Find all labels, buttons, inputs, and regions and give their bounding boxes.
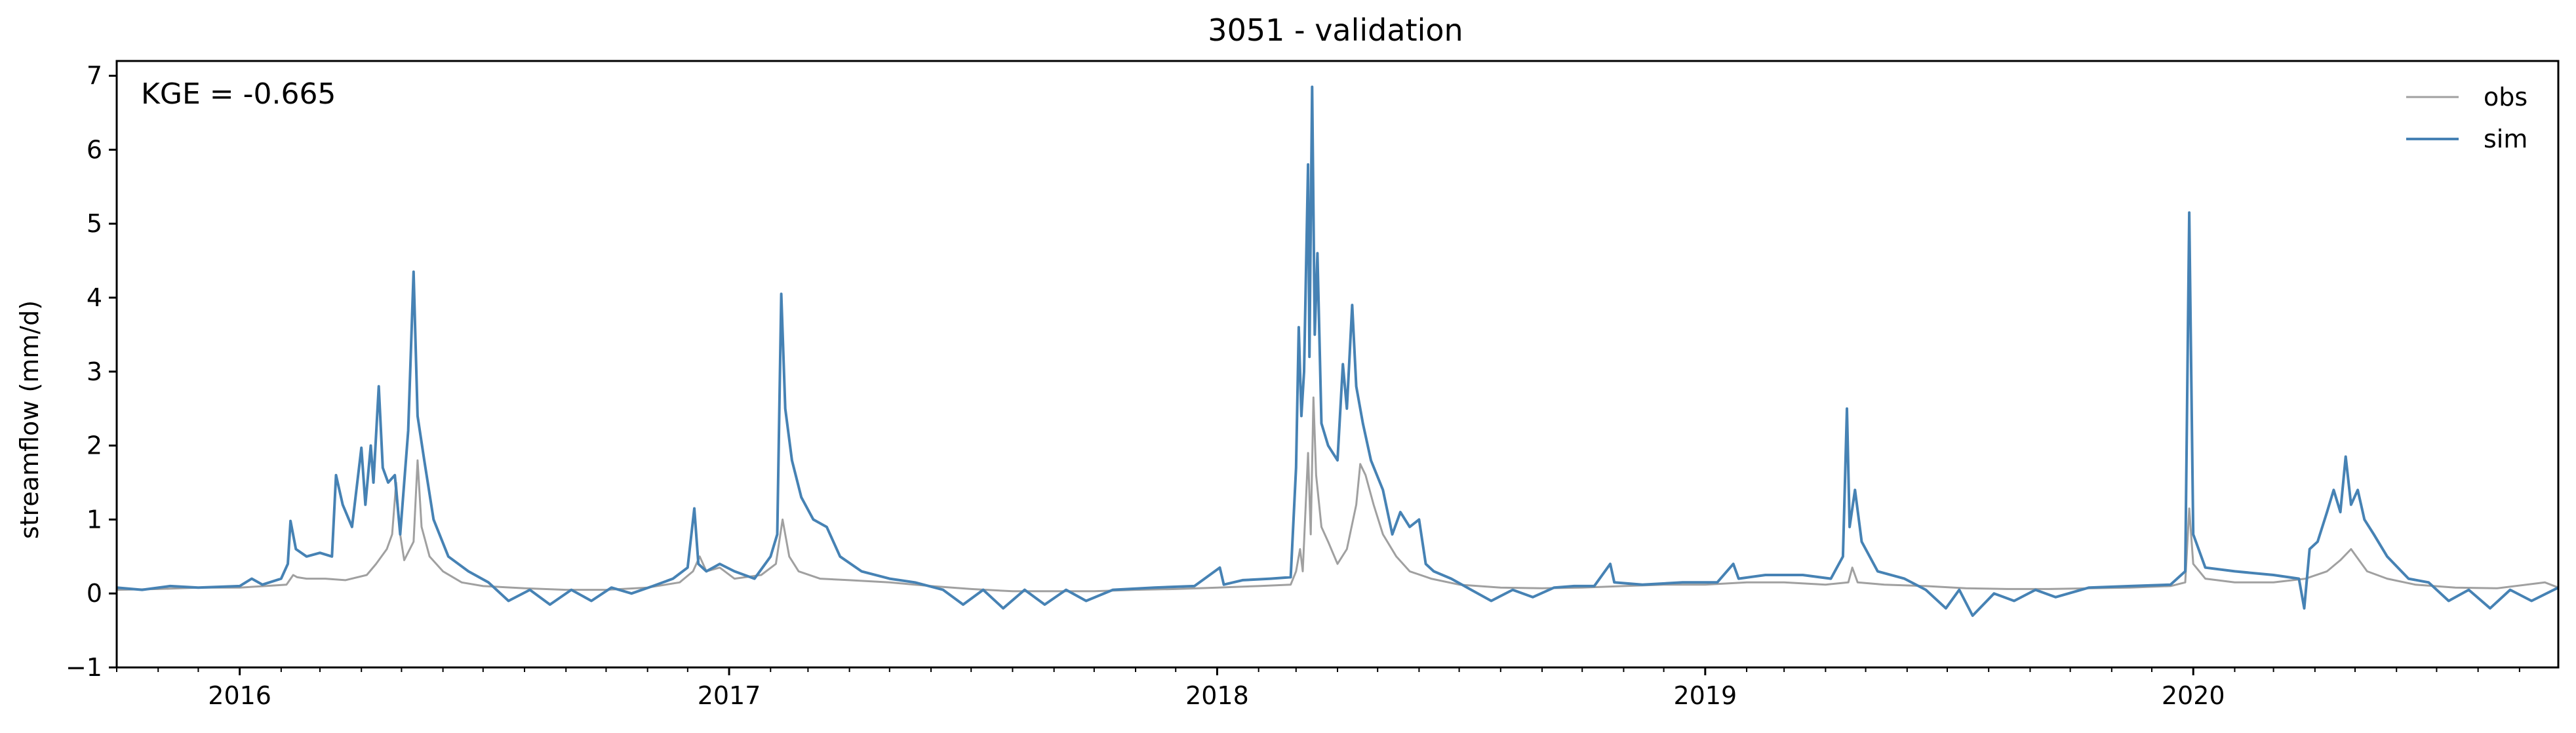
kge-annotation: KGE = -0.665 <box>141 77 336 111</box>
y-axis-label: streamflow (mm/d) <box>15 300 44 539</box>
y-tick-label: 0 <box>87 579 102 608</box>
legend-label-sim: sim <box>2484 125 2527 153</box>
y-tick-label: 7 <box>87 62 102 90</box>
y-tick-label: 3 <box>87 357 102 386</box>
chart-title: 3051 - validation <box>1208 12 1463 48</box>
series-line-sim <box>116 85 2559 617</box>
x-tick-label: 2016 <box>208 681 271 710</box>
y-tick-label: −1 <box>66 653 102 682</box>
y-tick-label: 4 <box>87 283 102 312</box>
x-tick-label: 2019 <box>1673 681 1737 710</box>
y-tick-label: 2 <box>87 431 102 460</box>
x-tick-label: 2017 <box>698 681 761 710</box>
y-tick-label: 1 <box>87 505 102 534</box>
legend: obs sim <box>2406 83 2527 153</box>
y-tick-label: 6 <box>87 135 102 164</box>
series-line-obs <box>116 396 2559 593</box>
x-tick-label: 2020 <box>2162 681 2225 710</box>
axes: −1 0 1 2 3 4 5 6 7 2016 2017 2018 2019 2020 <box>66 62 2520 710</box>
y-tick-label: 5 <box>87 209 102 238</box>
plot-area <box>116 85 2559 617</box>
legend-label-obs: obs <box>2484 83 2527 111</box>
x-tick-label: 2018 <box>1185 681 1249 710</box>
